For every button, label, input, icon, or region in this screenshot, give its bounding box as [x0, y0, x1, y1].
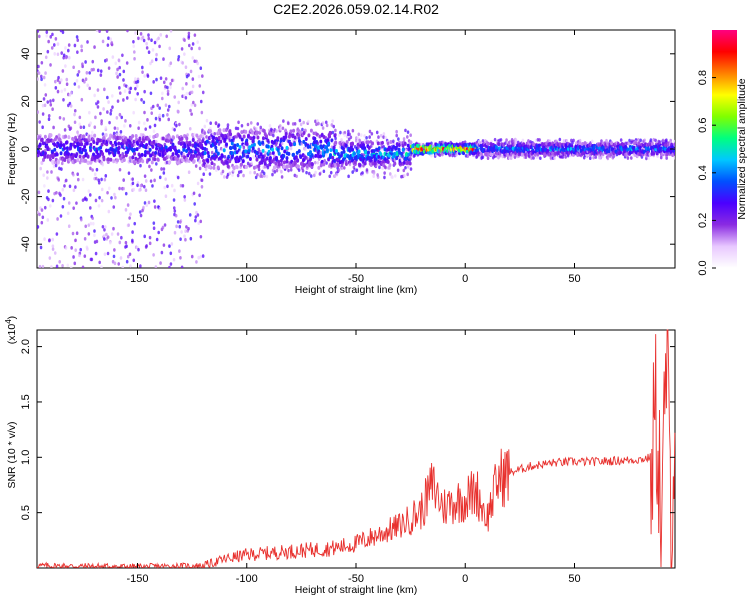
snr-ylabel: SNR (10 * v/v)	[6, 421, 18, 488]
snr-xtick-label: 50	[568, 573, 580, 585]
colorbar-label: Normalized spectral amplitude	[736, 78, 748, 219]
chart-title: C2E2.2026.059.02.14.R02	[273, 1, 439, 17]
snr-frame	[36, 329, 676, 569]
spectrogram-ytick-label: 0	[20, 146, 32, 152]
colorbar-tick-label: 0.6	[697, 118, 709, 133]
colorbar-ticks: 0.0 0.2 0.4 0.6 0.8	[697, 70, 716, 276]
snr-ticks: -150 -100 -50 0 50 0.5 1.0 1.5 2.0	[20, 330, 675, 585]
snr-xtick-label: 0	[462, 573, 468, 585]
colorbar-gradient	[712, 30, 737, 268]
spectrogram-xtick-label: 50	[568, 273, 580, 285]
spectrogram-ytick-label: -40	[20, 236, 32, 252]
snr-xtick-label: -100	[236, 573, 258, 585]
snr-xtick-label: -150	[126, 573, 148, 585]
snr-xtick-label: -50	[348, 573, 364, 585]
spectrogram-band-1	[201, 118, 337, 180]
spectrogram-ytick-label: 40	[20, 48, 32, 60]
spectrogram-ytick-label: -20	[20, 189, 32, 205]
snr-plot: -150 -100 -50 0 50 0.5 1.0 1.5 2.0 Height of str…	[4, 316, 676, 596]
snr-ytick-label: 1.5	[20, 394, 32, 409]
snr-ytick-label: 0.5	[20, 505, 32, 520]
colorbar-tick-label: 0.4	[697, 165, 709, 180]
spectrogram-band-3	[409, 140, 478, 158]
spectrogram-band-2	[333, 128, 413, 180]
snr-scale-label: (x104)	[4, 316, 18, 344]
spectrogram-xlabel: Height of straight line (km)	[295, 284, 418, 296]
spectrogram-xtick-label: -150	[126, 273, 148, 285]
spectrogram-xtick-label: -100	[236, 273, 258, 285]
spectrogram-band-0	[37, 30, 205, 268]
snr-xlabel: Height of straight line (km)	[295, 584, 418, 596]
spectrogram-ylabel: Frequency (Hz)	[6, 113, 18, 185]
snr-ytick-label: 2.0	[20, 339, 32, 354]
colorbar-tick-label: 0.0	[697, 260, 709, 275]
spectrogram-xtick-label: 0	[462, 273, 468, 285]
colorbar-tick-label: 0.2	[697, 213, 709, 228]
spectrogram-band-4	[474, 137, 675, 161]
snr-line	[36, 329, 676, 570]
spectrogram-ticks: -150 -100 -50 0 50 -40 -20 0 20 40	[20, 30, 675, 285]
colorbar: 0.0 0.2 0.4 0.6 0.8 Normalized spectral ampl…	[697, 30, 748, 276]
spectrogram-ytick-label: 20	[20, 95, 32, 107]
spectrogram-plot: -150 -100 -50 0 50 -40 -20 0 20 40 Height of stra…	[6, 29, 676, 296]
spectrogram-xtick-label: -50	[348, 273, 364, 285]
spectrogram-heatmap	[37, 30, 675, 268]
snr-ytick-label: 1.0	[20, 450, 32, 465]
colorbar-tick-label: 0.8	[697, 70, 709, 85]
